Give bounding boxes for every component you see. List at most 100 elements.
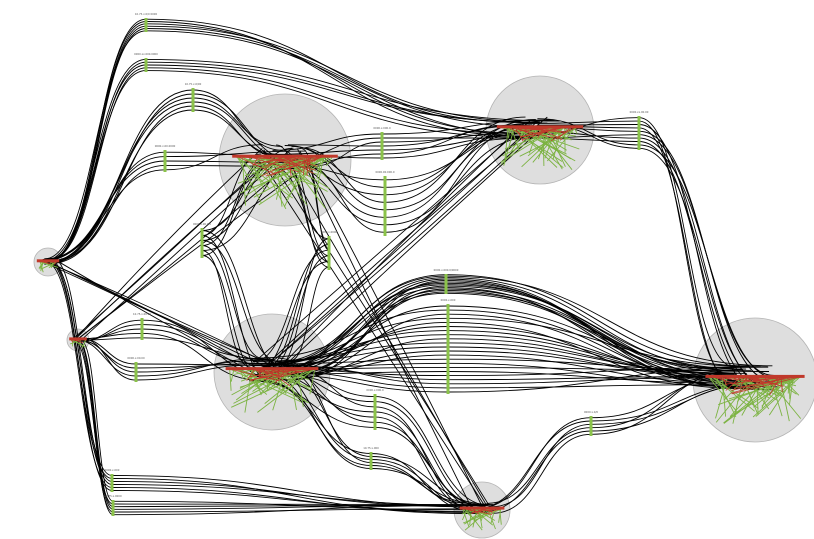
intra-green-c2-17 [552, 127, 563, 160]
intra-red-c1-36 [264, 156, 283, 170]
edge-9-13 [277, 292, 735, 370]
edge-21-3 [254, 119, 532, 363]
gateway-g3[interactable]: 10.75.x.0/00 [185, 82, 202, 112]
edge-21-2 [283, 127, 543, 367]
gateway-label: 0000.x.0000 [321, 230, 338, 234]
gateway-port-column[interactable] [200, 228, 204, 258]
intra-green-c6-46 [755, 376, 801, 417]
gateway-g12[interactable]: 0000.x.00.00 [127, 356, 145, 382]
gateway-port-column[interactable] [111, 500, 115, 516]
intra-green-c2-41 [537, 127, 563, 170]
gateway-port-column[interactable] [140, 318, 144, 340]
gateway-label: 0000.x.000 [105, 468, 120, 472]
intra-green-c4-5 [81, 339, 87, 348]
gateway-g18[interactable]: 10.75.x.0000 [104, 494, 122, 516]
hub-bar-c6 [705, 374, 805, 378]
intra-green-c2-32 [517, 126, 580, 150]
intra-green-c7-6 [499, 508, 502, 525]
intra-red-c1-12 [279, 156, 321, 169]
gateway-label: 0000.xx.00.00 [630, 110, 649, 114]
intra-green-c7-7 [462, 508, 470, 528]
edge-9-11 [274, 289, 737, 376]
gateway-port-column[interactable] [327, 236, 331, 270]
gateway-g13[interactable]: 0000.x.000 [441, 298, 456, 394]
intra-green-c1-41 [241, 156, 247, 206]
gateway-g6[interactable]: 0000.00.000.0 [376, 170, 395, 236]
intra-green-c2-30 [546, 127, 576, 162]
intra-green-c7-5 [498, 508, 502, 523]
edge-12-14 [277, 362, 754, 388]
edge-12-9 [252, 342, 738, 374]
intra-green-c5-38 [251, 368, 262, 396]
gateway-label: 10.75.x.000 [363, 446, 379, 450]
gateway-g4[interactable]: 0000.x.000.0 [373, 126, 391, 160]
intra-green-c6-16 [721, 376, 727, 417]
edge-19-4 [53, 263, 262, 360]
gateway-g14[interactable]: 0000.x.000.0 [366, 388, 384, 430]
edge-3-4 [269, 132, 549, 155]
gateway-port-column[interactable] [134, 362, 138, 382]
intra-green-c3-11 [38, 260, 59, 268]
edge-10-3 [73, 332, 265, 382]
edge-13-1 [262, 366, 492, 512]
gateway-g7[interactable]: 0000.xx.00.00 [630, 110, 649, 150]
gateway-g8[interactable]: 0000.x.00.0/0 [193, 222, 211, 258]
gateway-g5[interactable]: 0000.x.00.0000 [155, 144, 176, 172]
gateway-port-column[interactable] [444, 274, 448, 294]
gateway-port-column[interactable] [589, 416, 593, 436]
gateway-g15[interactable]: 10.75.x.000 [363, 446, 379, 470]
edge-19-1 [48, 262, 292, 376]
intra-red-c6-46 [731, 376, 801, 395]
gateway-g16[interactable]: 0000.x.0/0 [584, 410, 598, 436]
gateway-port-column[interactable] [191, 88, 195, 112]
gateway-port-column[interactable] [373, 394, 377, 430]
gateway-port-column[interactable] [144, 18, 148, 32]
edge-17-1 [73, 340, 494, 506]
intra-red-c6-18 [736, 376, 764, 385]
edge-12-1 [256, 309, 772, 391]
gateway-port-column[interactable] [110, 474, 114, 492]
intra-green-c2-40 [514, 126, 558, 168]
gateway-g10[interactable]: 0000.x.000.0/0000 [434, 268, 459, 294]
intra-green-c2-36 [507, 127, 511, 139]
gateway-port-column[interactable] [369, 452, 373, 470]
gateway-label: 10.75.x.0/00 [185, 82, 202, 86]
intra-green-c6-55 [715, 376, 737, 418]
intra-red-c5-46 [250, 368, 282, 382]
gateway-port-column[interactable] [144, 58, 148, 72]
intra-red-c2-28 [514, 127, 524, 142]
gateway-port-column[interactable] [446, 304, 450, 394]
gateway-port-column[interactable] [163, 150, 167, 172]
gateway-port-column[interactable] [637, 116, 641, 150]
edge-12-17 [253, 366, 768, 377]
gateway-g11[interactable]: 10.75.x.00.00 [133, 312, 151, 340]
intra-green-c5-47 [280, 368, 303, 394]
intra-green-c2-27 [507, 127, 513, 136]
intra-green-c2-21 [528, 126, 567, 151]
intra-red-c6-24 [713, 376, 741, 386]
intra-red-c1-54 [265, 156, 324, 177]
gateway-g17[interactable]: 0000.x.000 [105, 468, 120, 492]
intra-green-c7-23 [474, 508, 496, 521]
intra-green-c5-0 [230, 369, 235, 382]
gateway-port-column[interactable] [383, 176, 387, 236]
intra-green-c7-22 [465, 508, 483, 531]
edge-12-6 [249, 330, 737, 374]
intra-green-c6-51 [708, 376, 739, 414]
gateway-g2[interactable]: 0000.xx.000.0000 [134, 52, 158, 72]
gateway-g1[interactable]: 10.75.x.0/0 0000 [135, 12, 158, 32]
intra-green-c5-43 [231, 368, 280, 396]
gateway-label: 0000.x.000.0 [373, 126, 391, 130]
gateway-port-column[interactable] [380, 132, 384, 160]
edge-6-6 [539, 131, 770, 389]
edge-2-1 [49, 93, 299, 262]
edge-19-3 [53, 258, 254, 374]
intra-green-c1-10 [248, 156, 266, 192]
gateway-g9[interactable]: 0000.x.0000 [321, 230, 338, 270]
intra-red-c1-56 [288, 156, 292, 177]
intra-green-c5-33 [238, 368, 268, 395]
edge-bundle-layer [42, 18, 779, 516]
intra-red-c2-36 [509, 126, 555, 139]
intra-green-c1-50 [235, 156, 293, 199]
